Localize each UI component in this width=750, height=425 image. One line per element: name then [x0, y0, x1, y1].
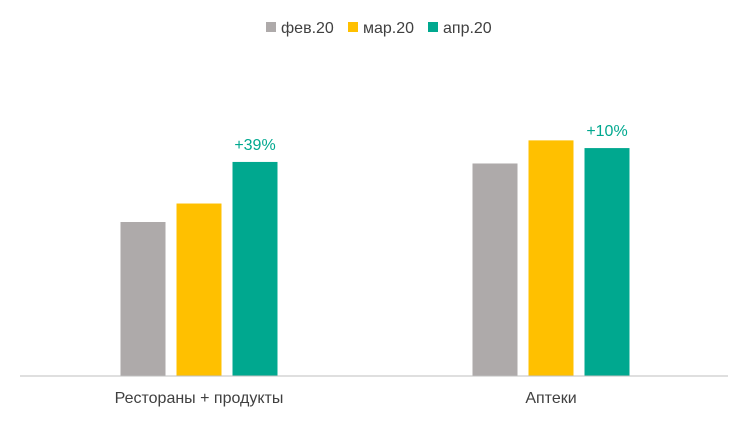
- x-tick-label-аптеки: Аптеки: [525, 390, 576, 407]
- bar-рестораны-продукты-фев-20: [120, 222, 166, 376]
- legend-swatch-мар-20: [348, 22, 358, 32]
- legend-swatch-фев-20: [266, 22, 276, 32]
- bar-рестораны-продукты-апр-20: [232, 161, 278, 376]
- legend-swatch-апр-20: [428, 22, 438, 32]
- data-label-аптеки: +10%: [586, 123, 627, 140]
- data-labels-group: +39% +10%: [234, 123, 627, 154]
- legend-label-апр-20: апр.20: [443, 20, 492, 37]
- legend: фев.20 мар.20 апр.20: [266, 20, 492, 37]
- bar-рестораны-продукты-мар-20: [176, 203, 222, 376]
- bar-аптеки-фев-20: [472, 163, 518, 376]
- legend-label-фев-20: фев.20: [281, 20, 334, 37]
- x-tick-labels: Рестораны + продукты Аптеки: [115, 390, 577, 407]
- x-tick-label-рестораны-продукты: Рестораны + продукты: [115, 390, 284, 407]
- legend-label-мар-20: мар.20: [363, 20, 414, 37]
- bar-аптеки-мар-20: [528, 140, 574, 376]
- bar-аптеки-апр-20: [584, 148, 630, 376]
- bars-group: [120, 140, 630, 376]
- data-label-рестораны-продукты: +39%: [234, 137, 275, 154]
